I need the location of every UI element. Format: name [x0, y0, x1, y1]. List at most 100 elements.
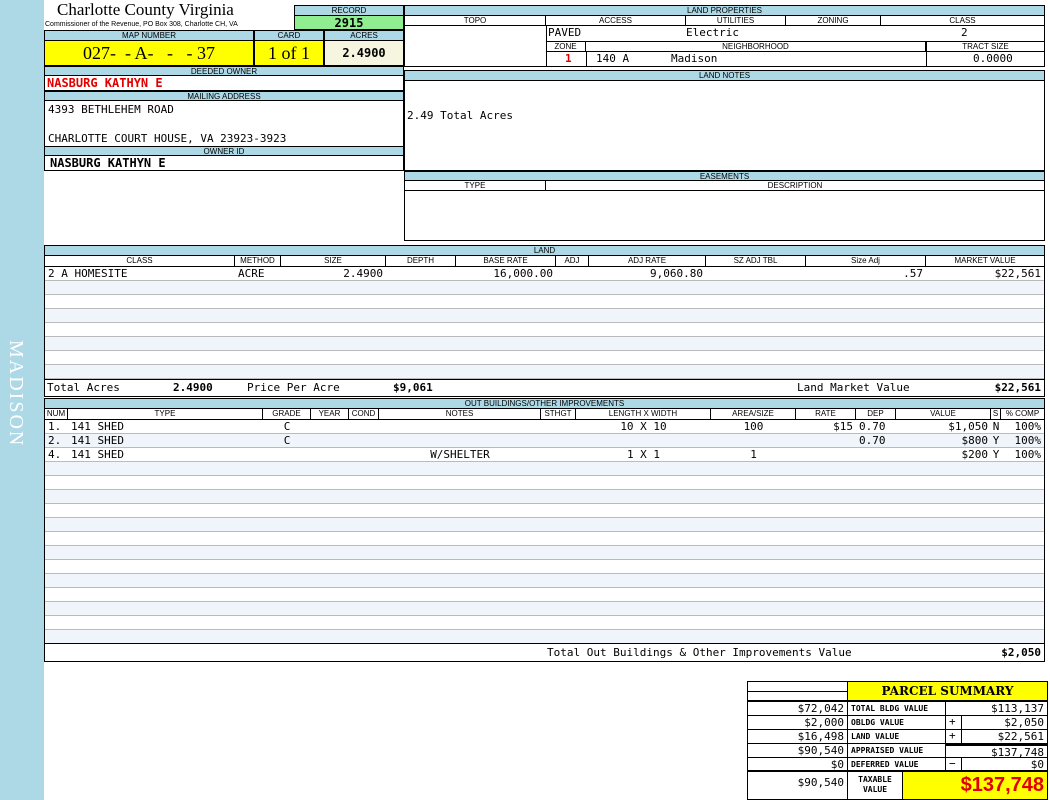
- access-header: ACCESS: [546, 16, 686, 25]
- table-row: [45, 546, 1044, 560]
- summary-value: $137,748: [945, 743, 1048, 758]
- table-cell: 100%: [1014, 434, 1042, 447]
- column-header: ADJ: [556, 256, 589, 266]
- column-header: MARKET VALUE: [954, 256, 1016, 265]
- parcel-summary: PARCEL SUMMARY $90,540 TAXABLE VALUE $13…: [747, 681, 1048, 800]
- table-cell: $200: [961, 448, 989, 461]
- taxable-value: $137,748: [902, 770, 1048, 800]
- column-header: GRADE: [263, 409, 311, 419]
- summary-divider: [961, 729, 962, 744]
- parcel-summary-title: PARCEL SUMMARY: [847, 681, 1048, 701]
- acres-value: 2.4900: [324, 40, 404, 66]
- column-header: COND: [349, 409, 379, 419]
- price-per-acre: $9,061: [393, 381, 433, 394]
- summary-left-value: $2,000: [747, 715, 848, 730]
- column-header: Size Adj: [806, 256, 926, 266]
- table-row: [45, 616, 1044, 630]
- table-cell: 2.4900: [343, 267, 383, 280]
- table-cell: 0.70: [859, 434, 886, 447]
- deeded-owner: NASBURG KATHYN E: [44, 75, 404, 91]
- owner-id: NASBURG KATHYN E: [44, 155, 404, 171]
- table-row: [45, 365, 1044, 379]
- table-row: [45, 560, 1044, 574]
- outbuildings-table: NUM TYPE GRADE YEAR COND NOTES STHGT LENGTH X W…: [44, 408, 1045, 662]
- column-header: % COMP: [1005, 409, 1040, 418]
- address-line-2: CHARLOTTE COURT HOUSE, VA 23923-3923: [48, 132, 287, 145]
- zone-header: ZONE: [546, 42, 586, 51]
- table-cell: 9,060.80: [650, 267, 703, 280]
- table-row: [45, 462, 1044, 476]
- summary-divider: [961, 757, 962, 772]
- tract-size-value: 0.0000: [973, 52, 1013, 65]
- tract-size-header: TRACT SIZE: [926, 42, 1044, 51]
- summary-label: TOTAL BLDG VALUE: [847, 701, 946, 716]
- table-row: [45, 295, 1044, 309]
- table-cell: 141 SHED: [71, 448, 124, 461]
- column-header: METHOD: [235, 256, 281, 266]
- column-header: AREA/SIZE: [711, 409, 796, 419]
- land-properties: TOPO ACCESS UTILITIES ZONING CLASS PAVED…: [404, 15, 1045, 67]
- table-cell: .57: [903, 267, 923, 280]
- column-header: BASE RATE: [456, 256, 556, 266]
- summary-label: OBLDG VALUE: [847, 715, 946, 730]
- table-cell: 100%: [1014, 420, 1042, 433]
- class-header: CLASS: [949, 16, 976, 25]
- table-cell: N: [992, 420, 1000, 433]
- neighborhood-name: Madison: [671, 52, 718, 65]
- table-cell: 100: [743, 420, 764, 433]
- table-row: [45, 574, 1044, 588]
- table-cell: $1,050: [948, 420, 988, 433]
- land-totals: Total Acres 2.4900 Price Per Acre $9,061…: [45, 379, 1044, 396]
- table-cell: 141 SHED: [71, 434, 124, 447]
- zoning-header: ZONING: [786, 16, 881, 25]
- table-row: [45, 309, 1044, 323]
- column-header: TYPE: [68, 409, 263, 419]
- column-header: SIZE: [281, 256, 386, 266]
- table-cell: 2 A HOMESITE: [48, 267, 128, 280]
- table-row: [45, 351, 1044, 365]
- table-row: [45, 504, 1044, 518]
- table-row: [45, 602, 1044, 616]
- outbuildings-total: Total Out Buildings & Other Improvements…: [45, 643, 1044, 661]
- taxable-label: TAXABLE VALUE: [847, 770, 903, 800]
- total-acres: 2.4900: [173, 381, 213, 394]
- column-header: DEP: [856, 409, 896, 419]
- column-header: RATE: [796, 409, 856, 419]
- column-header: VALUE: [896, 409, 991, 419]
- neighborhood-header: NEIGHBORHOOD: [586, 42, 926, 51]
- county-title: Charlotte County Virginia: [57, 0, 234, 19]
- price-per-acre-label: Price Per Acre: [247, 381, 340, 394]
- column-header: DEPTH: [386, 256, 456, 266]
- table-row: [45, 588, 1044, 602]
- column-header: NOTES: [379, 409, 541, 419]
- district-sidebar: MADISON: [0, 0, 44, 800]
- table-row: [45, 518, 1044, 532]
- column-header: S: [991, 409, 1001, 419]
- land-notes-text: 2.49 Total Acres: [407, 109, 513, 122]
- table-cell: 1.: [48, 420, 62, 433]
- address-line-1: 4393 BETHLEHEM ROAD: [48, 103, 174, 116]
- table-cell: ACRE: [238, 267, 265, 280]
- office-subtitle: Commissioner of the Revenue, PO Box 308,…: [45, 21, 238, 28]
- summary-divider: [961, 715, 962, 730]
- mailing-address: 4393 BETHLEHEM ROAD CHARLOTTE COURT HOUS…: [44, 100, 404, 147]
- table-cell: 1 X 1: [626, 448, 661, 461]
- summary-label: APPRAISED VALUE: [847, 743, 946, 758]
- easements: TYPE DESCRIPTION: [404, 180, 1045, 241]
- table-cell: 2.: [48, 434, 62, 447]
- table-row: [45, 490, 1044, 504]
- summary-sign: −: [949, 757, 956, 770]
- topo-header: TOPO: [405, 16, 546, 25]
- table-row: [45, 532, 1044, 546]
- summary-sign: +: [949, 729, 956, 742]
- table-cell: 16,000.00: [493, 267, 553, 280]
- class-value: 2: [961, 26, 968, 39]
- utilities-header: UTILITIES: [686, 16, 786, 25]
- column-header: NUM: [45, 409, 68, 419]
- table-cell: 4.: [48, 448, 62, 461]
- summary-label: LAND VALUE: [847, 729, 946, 744]
- table-cell: 141 SHED: [71, 420, 124, 433]
- access-value: PAVED: [548, 26, 582, 39]
- table-row: [45, 630, 1044, 644]
- table-cell: Y: [992, 434, 1000, 447]
